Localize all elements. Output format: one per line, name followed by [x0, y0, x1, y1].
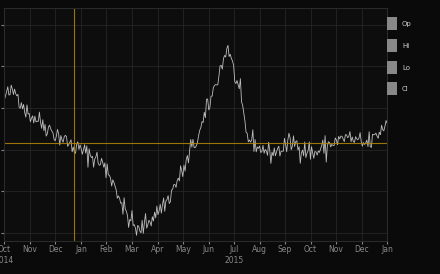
Bar [387, 39, 397, 52]
Text: Hi: Hi [402, 43, 409, 49]
Bar [387, 82, 397, 95]
Text: Op: Op [402, 21, 412, 27]
Text: Lo: Lo [402, 65, 410, 71]
Bar [387, 61, 397, 73]
Text: Cl: Cl [402, 86, 409, 92]
Bar [387, 17, 397, 30]
